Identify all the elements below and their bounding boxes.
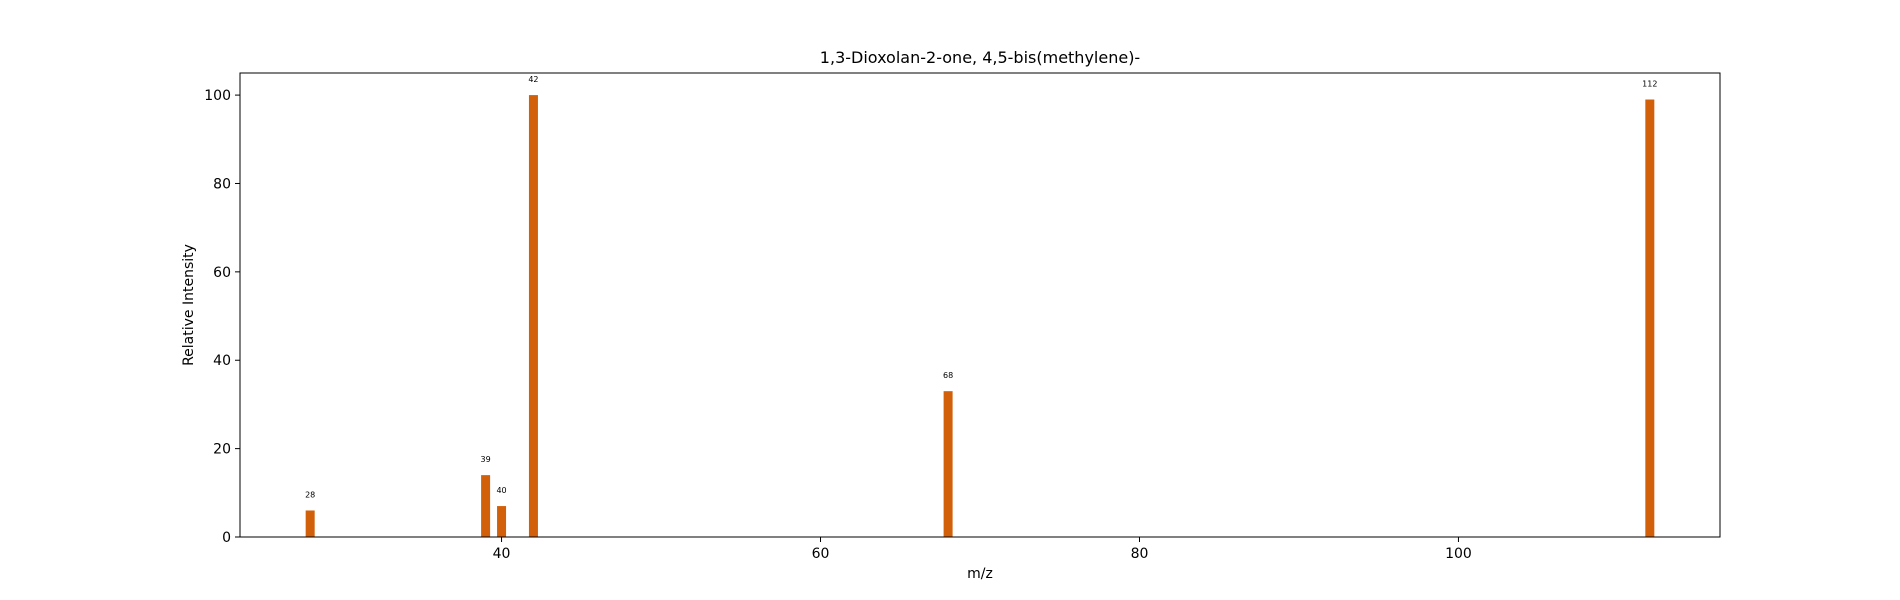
x-axis-label: m/z (967, 566, 993, 582)
bar-label-68: 68 (943, 371, 953, 380)
x-tick-label: 80 (1131, 546, 1149, 562)
bar-39 (481, 475, 491, 537)
y-tick-label: 80 (213, 176, 231, 192)
bar-42 (528, 95, 538, 537)
chart-title: 1,3-Dioxolan-2-one, 4,5-bis(methylene)- (820, 48, 1140, 67)
bar-label-39: 39 (481, 455, 491, 464)
y-tick-label: 0 (222, 530, 231, 546)
bar-label-40: 40 (496, 486, 506, 495)
bar-label-42: 42 (528, 75, 538, 84)
y-axis-ticks: 0 20 40 60 80 100 (204, 88, 240, 546)
y-axis-label: Relative Intensity (181, 244, 197, 366)
bar-68 (943, 391, 953, 537)
bar-112 (1645, 99, 1655, 537)
y-tick-label: 100 (204, 88, 231, 104)
bars-group (305, 95, 1655, 537)
bar-40 (497, 506, 507, 537)
x-tick-label: 40 (493, 546, 511, 562)
y-tick-label: 40 (213, 353, 231, 369)
x-tick-label: 100 (1445, 546, 1472, 562)
bar-label-112: 112 (1642, 80, 1657, 89)
y-tick-label: 20 (213, 442, 231, 458)
bar-28 (305, 510, 315, 537)
y-tick-label: 60 (213, 265, 231, 281)
plot-frame (239, 72, 1721, 538)
bar-labels-group: 28 39 40 42 68 112 (305, 75, 1657, 499)
x-axis-ticks: 40 60 80 100 (493, 537, 1472, 562)
bar-label-28: 28 (305, 490, 315, 499)
x-tick-label: 60 (812, 546, 830, 562)
